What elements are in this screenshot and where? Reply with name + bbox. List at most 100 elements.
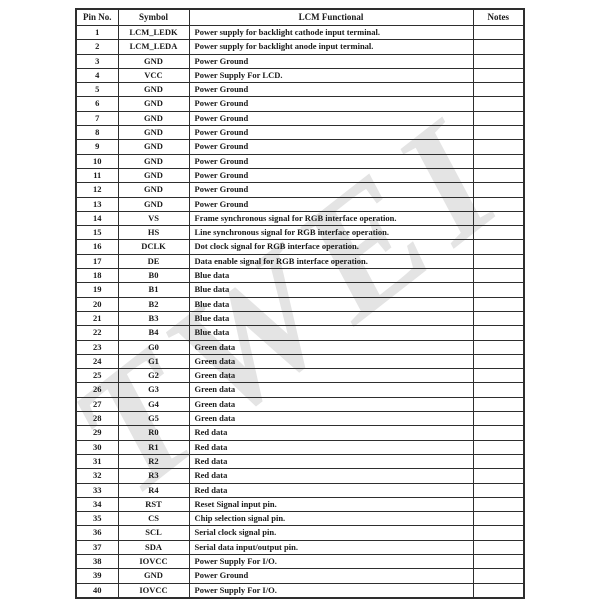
table-row: 21 B3 Blue data	[75, 310, 525, 327]
symbol-cell: GND	[117, 110, 190, 127]
symbol-cell: VCC	[117, 67, 190, 84]
pin-no-cell: 15	[75, 225, 119, 241]
pin-no-cell: 28	[75, 411, 119, 427]
function-cell: Green data	[188, 411, 474, 427]
symbol-cell: GND	[117, 82, 190, 98]
notes-cell	[472, 396, 525, 413]
notes-cell	[472, 125, 525, 141]
pin-no-cell: 5	[75, 82, 119, 98]
table-row: 5 GND Power Ground	[75, 82, 525, 98]
pin-no-cell: 39	[75, 568, 119, 584]
table-row: 34 RST Reset Signal input pin.	[75, 496, 525, 513]
pin-no-cell: 7	[75, 110, 119, 127]
notes-cell	[472, 511, 525, 527]
pin-no-cell: 1	[75, 24, 119, 41]
table-row: 9 GND Power Ground	[75, 139, 525, 155]
function-cell: Power Ground	[188, 139, 474, 155]
table-row: 40 IOVCC Power Supply For I/O.	[75, 582, 525, 599]
notes-cell	[472, 67, 525, 84]
function-cell: Blue data	[188, 310, 474, 327]
column-header-pin-no: Pin No.	[75, 8, 119, 26]
notes-cell	[472, 153, 525, 169]
symbol-cell: G4	[117, 396, 190, 413]
notes-cell	[472, 353, 525, 370]
symbol-cell: B4	[117, 325, 190, 341]
table-row: 16 DCLK Dot clock signal for RGB interface…	[75, 239, 525, 255]
table-row: 13 GND Power Ground	[75, 196, 525, 212]
table-row: 27 G4 Green data	[75, 396, 525, 413]
function-cell: Power Ground	[188, 125, 474, 141]
pin-no-cell: 31	[75, 453, 119, 470]
pin-no-cell: 12	[75, 182, 119, 198]
symbol-cell: GND	[117, 568, 190, 584]
notes-cell	[472, 411, 525, 427]
function-cell: Red data	[188, 482, 474, 498]
notes-cell	[472, 196, 525, 212]
pin-no-cell: 24	[75, 353, 119, 370]
pin-no-cell: 13	[75, 196, 119, 212]
table-row: 15 HS Line synchronous signal for RGB inte…	[75, 225, 525, 241]
notes-cell	[472, 382, 525, 398]
function-cell: Green data	[188, 339, 474, 355]
function-cell: Blue data	[188, 282, 474, 298]
function-cell: Red data	[188, 453, 474, 470]
function-cell: Power Ground	[188, 568, 474, 584]
pin-no-cell: 40	[75, 582, 119, 599]
symbol-cell: GND	[117, 125, 190, 141]
notes-cell	[472, 96, 525, 112]
table-row: 37 SDA Serial data input/output pin.	[75, 539, 525, 555]
pin-no-cell: 23	[75, 339, 119, 355]
pin-no-cell: 10	[75, 153, 119, 169]
pin-no-cell: 32	[75, 468, 119, 484]
symbol-cell: CS	[117, 511, 190, 527]
symbol-cell: G2	[117, 368, 190, 384]
pin-no-cell: 6	[75, 96, 119, 112]
symbol-cell: G1	[117, 353, 190, 370]
pin-no-cell: 14	[75, 210, 119, 227]
symbol-cell: B2	[117, 296, 190, 312]
notes-cell	[472, 210, 525, 227]
table-row: 35 CS Chip selection signal pin.	[75, 511, 525, 527]
notes-cell	[472, 368, 525, 384]
pin-no-cell: 27	[75, 396, 119, 413]
function-cell: Green data	[188, 353, 474, 370]
function-cell: Power Ground	[188, 110, 474, 127]
symbol-cell: LCM_LEDK	[117, 24, 190, 41]
pin-no-cell: 16	[75, 239, 119, 255]
notes-cell	[472, 82, 525, 98]
symbol-cell: IOVCC	[117, 553, 190, 570]
symbol-cell: R2	[117, 453, 190, 470]
table-row: 18 B0 Blue data	[75, 268, 525, 284]
pin-no-cell: 19	[75, 282, 119, 298]
function-cell: Red data	[188, 468, 474, 484]
table-row: 28 G5 Green data	[75, 411, 525, 427]
notes-cell	[472, 310, 525, 327]
function-cell: Power Ground	[188, 82, 474, 98]
function-cell: Power Supply For LCD.	[188, 67, 474, 84]
symbol-cell: GND	[117, 139, 190, 155]
pin-no-cell: 18	[75, 268, 119, 284]
symbol-cell: IOVCC	[117, 582, 190, 599]
pin-no-cell: 22	[75, 325, 119, 341]
notes-cell	[472, 539, 525, 555]
symbol-cell: R1	[117, 439, 190, 455]
pin-assignment-table: Pin No. Symbol LCM Functional Notes 1 LCM…	[75, 8, 525, 599]
symbol-cell: VS	[117, 210, 190, 227]
table-row: 26 G3 Green data	[75, 382, 525, 398]
pin-no-cell: 3	[75, 53, 119, 69]
symbol-cell: G3	[117, 382, 190, 398]
function-cell: Power Ground	[188, 196, 474, 212]
table-row: 4 VCC Power Supply For LCD.	[75, 67, 525, 84]
symbol-cell: RST	[117, 496, 190, 513]
function-cell: Red data	[188, 439, 474, 455]
table-row: 30 R1 Red data	[75, 439, 525, 455]
table-row: 3 GND Power Ground	[75, 53, 525, 69]
table-row: 39 GND Power Ground	[75, 568, 525, 584]
notes-cell	[472, 239, 525, 255]
function-cell: Blue data	[188, 296, 474, 312]
table-row: 36 SCL Serial clock signal pin.	[75, 525, 525, 541]
notes-cell	[472, 282, 525, 298]
pin-no-cell: 2	[75, 39, 119, 55]
table-row: 22 B4 Blue data	[75, 325, 525, 341]
function-cell: Power Ground	[188, 167, 474, 184]
